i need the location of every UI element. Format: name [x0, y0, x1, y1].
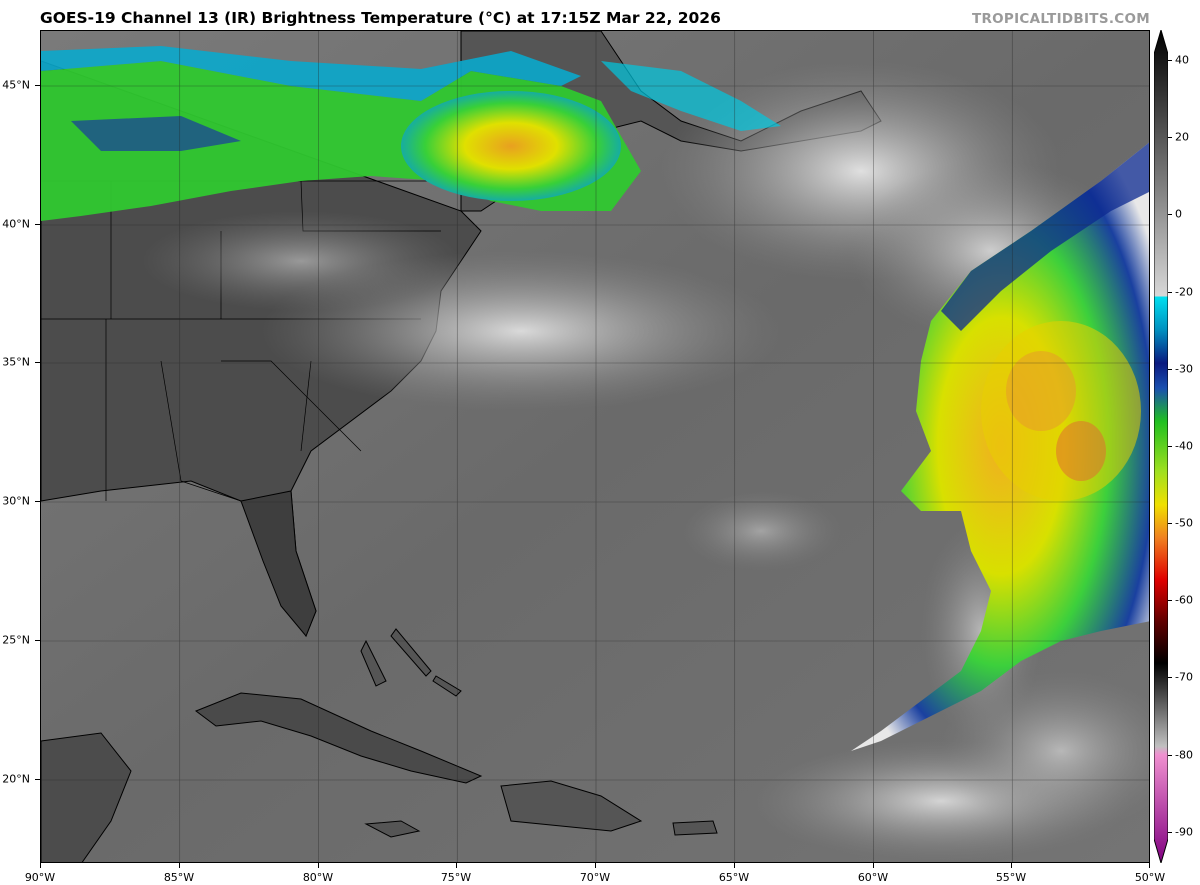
colorbar-tick-0: 0 [1175, 207, 1182, 221]
colorbar-tickmark [1168, 523, 1172, 524]
lat-tickmark [35, 85, 40, 86]
lat-tick-35: 35°N [2, 355, 30, 369]
colorbar-tick-neg50: -50 [1175, 516, 1193, 530]
lon-tick-85: 85°W [163, 871, 195, 884]
colorbar-tickmark [1168, 755, 1172, 756]
lon-tick-65: 65°W [718, 871, 750, 884]
lat-tickmark [35, 779, 40, 780]
lon-tickmark [40, 863, 41, 868]
colorbar-tickmark [1168, 214, 1172, 215]
lon-tick-75: 75°W [440, 871, 472, 884]
colorbar-tick-40: 40 [1175, 53, 1189, 67]
colorbar-tickmark [1168, 137, 1172, 138]
puerto-rico [672, 820, 718, 836]
lat-tickmark [35, 640, 40, 641]
lon-tickmark [1149, 863, 1150, 868]
bahamas [360, 639, 387, 687]
northeast-cold-core [401, 91, 621, 201]
colorbar-tickmark [1168, 60, 1172, 61]
lat-tick-45: 45°N [2, 78, 30, 92]
lon-tickmark [456, 863, 457, 868]
brand-watermark: TROPICALTIDBITS.COM [971, 11, 1150, 27]
colorbar-tickmark [1168, 600, 1172, 601]
lon-tickmark [1011, 863, 1012, 868]
colorbar-tickmark [1168, 677, 1172, 678]
graticule [41, 31, 1149, 862]
map-title: GOES-19 Channel 13 (IR) Brightness Tempe… [40, 9, 721, 27]
colorbar-tick-neg20: -20 [1175, 285, 1193, 299]
colorbar-tick-neg40: -40 [1175, 439, 1193, 453]
lon-tick-60: 60°W [857, 871, 889, 884]
yucatan [41, 732, 132, 862]
lat-tick-40: 40°N [2, 217, 30, 231]
lon-tickmark [734, 863, 735, 868]
colorbar-tickmark [1168, 446, 1172, 447]
florida [240, 490, 317, 637]
cuba [194, 692, 483, 784]
lon-tick-90: 90°W [24, 871, 56, 884]
colorbar-tick-neg90: -90 [1175, 825, 1193, 839]
lon-tickmark [595, 863, 596, 868]
lon-tickmark [318, 863, 319, 868]
colorbar-tickmark [1168, 292, 1172, 293]
lat-tick-30: 30°N [2, 494, 30, 508]
colorbar-tick-neg30: -30 [1175, 362, 1193, 376]
lon-tick-55: 55°W [995, 871, 1027, 884]
lat-tick-20: 20°N [2, 772, 30, 786]
colorbar-tick-neg70: -70 [1175, 670, 1193, 684]
colorbar-tick-neg80: -80 [1175, 748, 1193, 762]
satellite-map[interactable] [40, 30, 1150, 863]
satellite-imagery [41, 31, 1149, 862]
lat-tickmark [35, 501, 40, 502]
lon-tickmark [873, 863, 874, 868]
lon-tick-80: 80°W [302, 871, 334, 884]
lat-tickmark [35, 362, 40, 363]
lat-tick-25: 25°N [2, 633, 30, 647]
lon-tick-70: 70°W [579, 871, 611, 884]
colorbar-tick-20: 20 [1175, 130, 1189, 144]
colorbar-tickmark [1168, 369, 1172, 370]
colorbar-tick-neg60: -60 [1175, 593, 1193, 607]
jamaica [364, 820, 421, 838]
hispaniola [500, 780, 643, 832]
temperature-colorbar [1154, 30, 1168, 863]
lon-tickmark [179, 863, 180, 868]
lon-tick-50: 50°W [1134, 871, 1166, 884]
colorbar-tickmark [1168, 832, 1172, 833]
lat-tickmark [35, 224, 40, 225]
